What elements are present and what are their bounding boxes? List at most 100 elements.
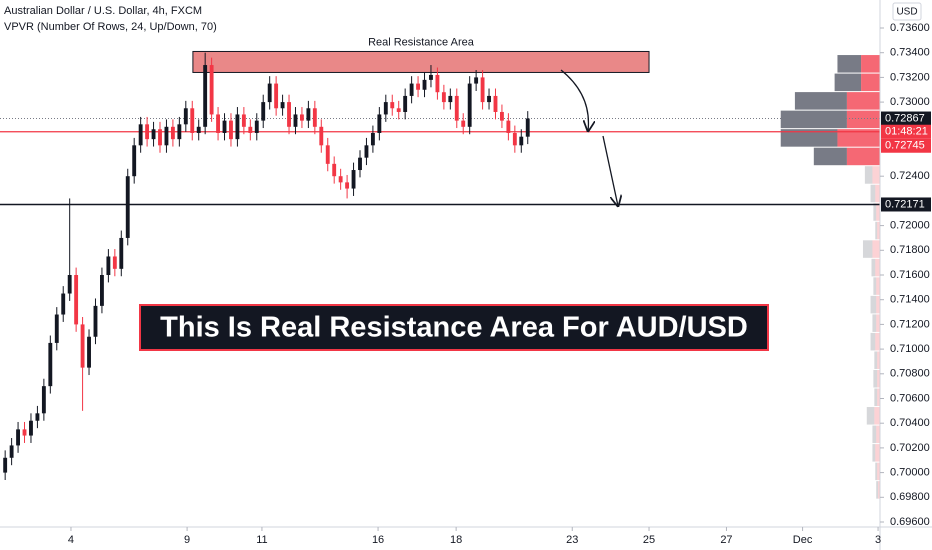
volume-down	[876, 277, 880, 295]
arrow	[560, 69, 588, 131]
candle-body	[429, 74, 433, 80]
y-tick-label: 0.70000	[890, 467, 930, 479]
volume-down	[875, 258, 880, 277]
candle-body	[158, 129, 162, 146]
candle-body	[106, 256, 111, 275]
candle-body	[345, 182, 350, 189]
volume-down	[875, 184, 880, 203]
volume-down	[837, 129, 880, 147]
candle-body	[306, 108, 311, 121]
candle-body	[145, 124, 150, 140]
candle-body	[312, 108, 317, 127]
candle-body	[300, 114, 304, 121]
candle-body	[435, 74, 440, 93]
y-tick-label: 0.72000	[890, 220, 930, 232]
candle-body	[235, 114, 240, 140]
volume-up	[875, 221, 878, 240]
y-tick-label: 0.71800	[890, 244, 930, 256]
candle-body	[74, 275, 79, 325]
currency-box	[892, 2, 922, 21]
candle-body	[448, 95, 453, 103]
candle-body	[351, 170, 356, 189]
candle-body	[125, 176, 130, 238]
candle-body	[461, 120, 466, 127]
candle-body	[383, 102, 388, 115]
volume-up	[780, 110, 847, 129]
candle-body	[190, 108, 195, 133]
candle-body	[248, 126, 253, 133]
volume-down	[876, 314, 880, 332]
y-tick-label: 0.70400	[890, 417, 930, 429]
candle-body	[519, 136, 524, 146]
candle-body	[22, 429, 27, 436]
price-line-label-box	[881, 138, 931, 153]
volume-down	[846, 110, 880, 129]
y-tick-label: 0.71600	[890, 269, 930, 281]
candle-body	[512, 132, 517, 146]
candle-body	[409, 83, 414, 96]
x-tick-label: 9	[184, 534, 190, 546]
x-tick-label: 3	[875, 534, 881, 546]
candle-body	[112, 256, 117, 269]
volume-down	[861, 73, 880, 92]
x-tick-label: Dec	[793, 534, 813, 546]
x-tick-label: 27	[720, 534, 732, 546]
candle-body	[16, 429, 20, 446]
y-tick-label: 0.70800	[890, 368, 930, 380]
volume-down	[877, 388, 880, 407]
candle-body	[254, 120, 259, 133]
candle-body	[203, 65, 208, 127]
annotation-text: This Is Real Resistance Area For AUD/USD	[160, 312, 748, 344]
candle-body	[422, 79, 427, 90]
volume-up	[872, 425, 877, 444]
candle-body	[48, 342, 53, 387]
x-tick-label: 23	[566, 534, 578, 546]
candle-body	[54, 314, 59, 343]
candle-body	[403, 95, 408, 112]
volume-up	[873, 203, 877, 221]
y-tick-label: 0.69800	[890, 491, 930, 503]
y-tick-label: 0.71200	[890, 318, 930, 330]
volume-up	[862, 240, 873, 258]
x-tick-label: 25	[643, 534, 655, 546]
y-tick-label: 0.72400	[890, 170, 930, 182]
volume-up	[780, 129, 838, 147]
volume-up	[813, 147, 847, 166]
volume-up	[874, 351, 878, 369]
volume-down	[872, 240, 880, 258]
candle-body	[454, 95, 459, 121]
candle-body	[41, 386, 46, 414]
annotation-banner	[139, 304, 769, 351]
resistance-zone	[192, 50, 650, 73]
volume-down	[875, 444, 880, 462]
countdown-label-box	[881, 124, 931, 139]
volume-down	[861, 55, 880, 73]
candle-body	[138, 124, 143, 146]
volume-up	[870, 295, 877, 314]
candle-body	[100, 275, 104, 306]
x-tick-label: 11	[256, 534, 267, 546]
price-line-label: 0.72745	[885, 140, 925, 152]
candle-body	[525, 118, 530, 137]
volume-down	[876, 295, 880, 314]
countdown-label: 01:48:21	[885, 126, 928, 138]
candle-body	[164, 126, 169, 146]
y-tick-label: 0.73000	[890, 96, 930, 108]
indicator-label: VPVR (Number Of Rows, 24, Up/Down, 70)	[4, 21, 217, 33]
y-tick-label: 0.69600	[890, 516, 930, 528]
volume-down	[876, 203, 880, 221]
volume-down	[874, 407, 880, 425]
volume-down	[877, 351, 880, 369]
volume-up	[834, 73, 862, 92]
candle-body	[390, 102, 395, 109]
volume-down	[872, 166, 880, 184]
volume-down	[877, 369, 880, 388]
candle-body	[151, 129, 156, 140]
candle-body	[170, 126, 175, 140]
plot-area	[0, 50, 880, 499]
candle-body	[364, 145, 369, 158]
volume-down	[875, 332, 880, 351]
zone-label: Real Resistance Area	[368, 36, 475, 48]
